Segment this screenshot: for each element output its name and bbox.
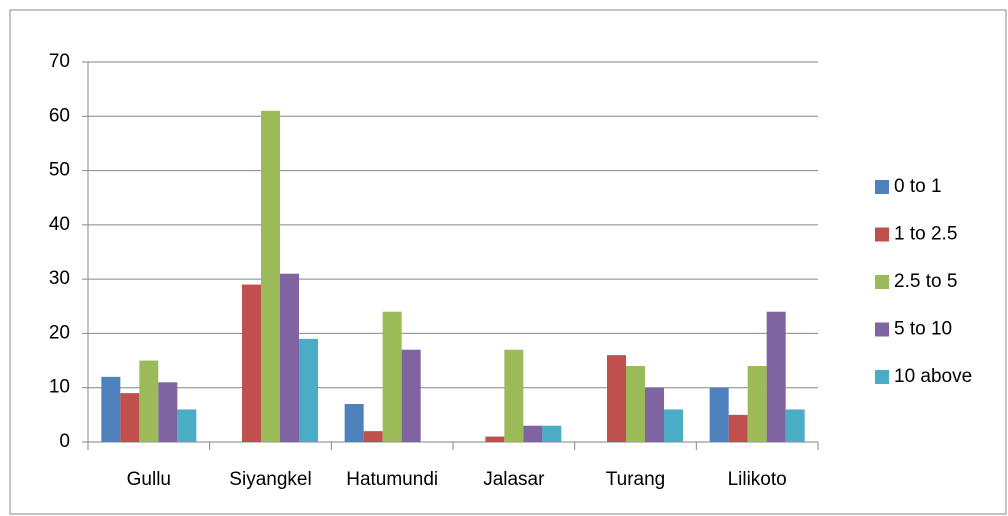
x-tick-label: Lilikoto: [728, 469, 787, 490]
bar: [709, 387, 729, 442]
x-tick-label: Siyangkel: [229, 469, 311, 490]
bar: [664, 409, 683, 442]
bar: [158, 382, 178, 442]
bar: [242, 284, 261, 442]
legend-swatch: [875, 180, 889, 194]
legend-label: 2.5 to 5: [894, 271, 957, 292]
y-tick-label: 10: [49, 377, 70, 398]
bar: [280, 273, 299, 442]
bar: [120, 393, 140, 442]
bar: [728, 414, 748, 442]
legend-label: 1 to 2.5: [894, 224, 957, 245]
y-tick-label: 20: [49, 322, 70, 343]
y-tick-label: 70: [49, 51, 70, 72]
y-tick-label: 30: [49, 268, 70, 289]
x-tick-label: Gullu: [127, 469, 171, 490]
bar: [542, 425, 562, 442]
bar: [401, 349, 421, 442]
bar: [626, 366, 645, 442]
x-tick-label: Turang: [606, 469, 666, 490]
y-tick-label: 60: [49, 105, 70, 126]
bar: [261, 110, 280, 442]
legend-swatch: [875, 227, 889, 242]
bar: [344, 404, 364, 442]
legend-label: 10 above: [894, 366, 972, 387]
bar: [504, 349, 524, 442]
bar: [177, 409, 197, 442]
legend-swatch: [875, 370, 889, 384]
chart-frame: [9, 9, 1007, 515]
bar: [363, 431, 383, 442]
bar: [766, 311, 786, 442]
legend-swatch: [875, 322, 889, 337]
legend-label: 0 to 1: [894, 176, 942, 197]
y-tick-label: 0: [59, 431, 70, 452]
bar: [139, 360, 159, 442]
y-tick-label: 50: [49, 160, 70, 181]
bar: [299, 338, 318, 442]
bar: [747, 366, 767, 442]
bar: [607, 355, 626, 442]
legend-swatch: [875, 275, 889, 289]
legend-label: 5 to 10: [894, 319, 952, 340]
bar: [785, 409, 805, 442]
x-tick-label: Hatumundi: [346, 469, 438, 490]
x-tick-label: Jalasar: [483, 469, 545, 490]
bar: [101, 376, 121, 442]
bar: [382, 311, 402, 442]
bar: [645, 387, 664, 442]
y-tick-label: 40: [49, 214, 70, 235]
bar: [523, 425, 543, 442]
bar: [485, 436, 505, 442]
